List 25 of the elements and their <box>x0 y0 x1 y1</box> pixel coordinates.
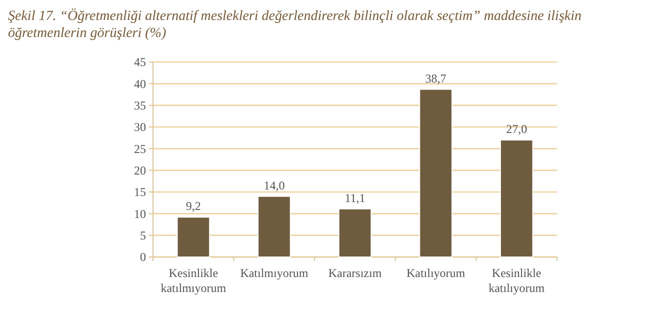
x-tick-label: Kesinlikle katılıyorum <box>488 266 546 295</box>
y-tick-label: 10 <box>134 206 146 221</box>
chart-title: Şekil 17. “Öğretmenliği alternatif meslekleri değerlendirerek bilinçli olarak seçtim” maddesine ilişkin öğretmenlerin görüşleri (%) <box>8 8 583 42</box>
bar <box>419 88 452 258</box>
x-tick-label: Katılmıyorum <box>240 266 309 280</box>
data-label: 9,2 <box>186 199 201 214</box>
bar <box>338 208 372 258</box>
y-tick-label: 45 <box>134 55 146 70</box>
y-tick-label: 25 <box>134 142 146 156</box>
data-label: 38,7 <box>425 71 446 86</box>
y-tick-label: 15 <box>134 185 146 200</box>
bar <box>258 196 291 258</box>
y-tick-label: 0 <box>140 250 146 264</box>
x-tick-label: Kesinlikle katılmıyorum <box>160 266 227 295</box>
y-tick-label: 40 <box>134 76 146 91</box>
y-tick-label: 35 <box>134 98 146 113</box>
bar <box>176 216 210 258</box>
x-tick-label: Kararsızım <box>328 266 382 280</box>
x-tick-label: Katılıyorum <box>406 266 466 280</box>
data-label: 14,0 <box>264 178 285 192</box>
y-tick-label: 5 <box>140 228 146 243</box>
bar <box>500 140 534 258</box>
y-tick-label: 30 <box>134 120 146 134</box>
data-label: 11,1 <box>344 190 366 205</box>
y-tick-label: 20 <box>134 164 146 178</box>
